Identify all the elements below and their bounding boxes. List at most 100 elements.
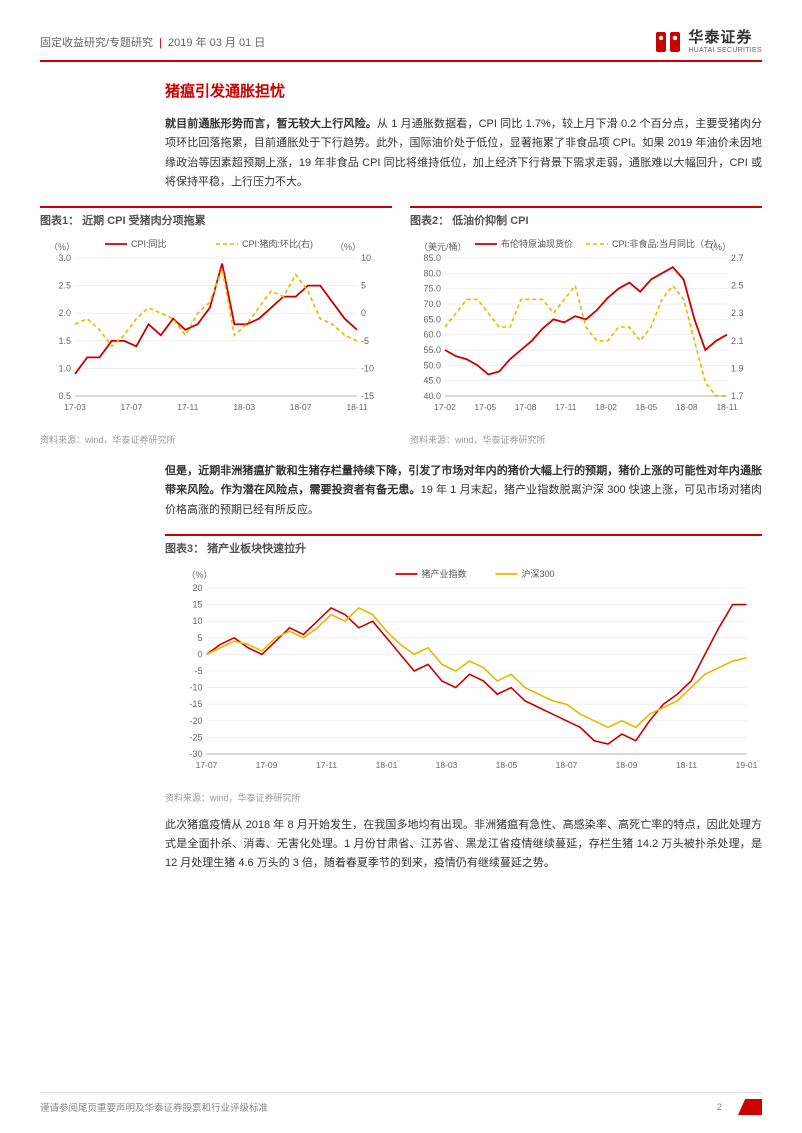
svg-text:70.0: 70.0 [423, 299, 441, 309]
svg-text:（%）: （%） [335, 242, 361, 252]
svg-text:17-02: 17-02 [434, 402, 456, 412]
svg-text:CPI:非食品:当月同比（右）: CPI:非食品:当月同比（右） [612, 238, 722, 249]
svg-text:19-01: 19-01 [736, 760, 758, 770]
svg-text:CPI:同比: CPI:同比 [131, 238, 167, 249]
svg-text:17-11: 17-11 [555, 402, 576, 412]
svg-text:-5: -5 [361, 336, 369, 346]
para1-lead: 就目前通胀形势而言，暂无较大上行风险。 [165, 118, 377, 130]
svg-text:17-07: 17-07 [121, 402, 143, 412]
footer-corner-decoration [738, 1099, 762, 1115]
svg-text:（%）: （%） [49, 242, 75, 252]
svg-text:17-11: 17-11 [177, 402, 198, 412]
svg-text:17-09: 17-09 [256, 760, 278, 770]
chart3-source: 资料来源：wind，华泰证券研究所 [165, 791, 762, 804]
svg-text:55.0: 55.0 [423, 345, 441, 355]
svg-text:-25: -25 [189, 732, 202, 742]
svg-text:0: 0 [361, 308, 366, 318]
svg-text:75.0: 75.0 [423, 284, 441, 294]
svg-text:1.9: 1.9 [731, 364, 744, 374]
svg-text:18-11: 18-11 [716, 402, 737, 412]
header-meta: 固定收益研究/专题研究 | 2019 年 03 月 01 日 [40, 34, 265, 50]
svg-text:2.3: 2.3 [731, 308, 744, 318]
page-number: 2 [717, 1102, 722, 1113]
svg-text:17-07: 17-07 [196, 760, 218, 770]
svg-text:17-03: 17-03 [64, 402, 86, 412]
svg-text:18-02: 18-02 [595, 402, 617, 412]
header-sep: | [159, 37, 162, 49]
doc-category: 固定收益研究/专题研究 [40, 37, 153, 49]
svg-text:18-07: 18-07 [556, 760, 578, 770]
chart3-svg: -30 -25 -20 -15 -10 -5 0 5 10 15 20 17-07 17-09 17-11… [165, 562, 762, 782]
svg-text:18-08: 18-08 [676, 402, 698, 412]
svg-text:18-11: 18-11 [346, 402, 367, 412]
svg-text:18-01: 18-01 [376, 760, 398, 770]
svg-text:-20: -20 [189, 716, 202, 726]
chart1-svg: 0.51.01.52.02.53.0-15-10-5051017-0317-07… [40, 234, 392, 424]
svg-text:沪深300: 沪深300 [522, 568, 555, 579]
svg-text:20: 20 [192, 583, 202, 593]
svg-text:0.5: 0.5 [58, 391, 71, 401]
svg-text:（%）: （%） [187, 570, 213, 580]
chart3-title: 图表3： 猪产业板块快速拉升 [165, 534, 762, 556]
chart1-title: 图表1： 近期 CPI 受猪肉分项拖累 [40, 206, 392, 228]
svg-text:-5: -5 [194, 666, 202, 676]
svg-text:18-07: 18-07 [290, 402, 312, 412]
svg-text:1.7: 1.7 [731, 391, 744, 401]
svg-text:17-05: 17-05 [474, 402, 496, 412]
footer-disclaimer: 谨请参阅尾页重要声明及华泰证券股票和行业评级标准 [40, 1100, 268, 1114]
svg-text:18-03: 18-03 [233, 402, 255, 412]
svg-text:2.1: 2.1 [731, 336, 744, 346]
chart1-cell: 图表1： 近期 CPI 受猪肉分项拖累 0.51.01.52.02.53.0-1… [40, 206, 392, 458]
svg-text:18-05: 18-05 [496, 760, 518, 770]
svg-text:65.0: 65.0 [423, 315, 441, 325]
chart1-source: 资料来源：wind，华泰证券研究所 [40, 433, 392, 446]
section-title: 猪瘟引发通胀担忧 [165, 80, 762, 101]
svg-text:2.5: 2.5 [731, 281, 744, 291]
svg-text:2.7: 2.7 [731, 253, 744, 263]
svg-text:18-03: 18-03 [436, 760, 458, 770]
svg-text:3.0: 3.0 [58, 253, 71, 263]
svg-text:-15: -15 [189, 699, 202, 709]
svg-text:45.0: 45.0 [423, 376, 441, 386]
svg-text:2.5: 2.5 [58, 281, 71, 291]
svg-text:15: 15 [192, 600, 202, 610]
svg-text:-10: -10 [189, 683, 202, 693]
page-footer: 谨请参阅尾页重要声明及华泰证券股票和行业评级标准 2 [40, 1092, 762, 1115]
svg-text:17-08: 17-08 [515, 402, 537, 412]
paragraph-1: 就目前通胀形势而言，暂无较大上行风险。从 1 月通胀数据看，CPI 同比 1.7… [165, 115, 762, 192]
chart2-title: 图表2： 低油价抑制 CPI [410, 206, 762, 228]
svg-text:5: 5 [361, 281, 366, 291]
svg-text:-10: -10 [361, 364, 374, 374]
svg-text:-30: -30 [189, 749, 202, 759]
page-header: 固定收益研究/专题研究 | 2019 年 03 月 01 日 华泰证券 HUAT… [40, 30, 762, 62]
chart2-svg: 40.0 45.0 50.0 55.0 60.0 65.0 70.0 75.0 80.0 85.0… [410, 234, 762, 424]
svg-text:85.0: 85.0 [423, 253, 441, 263]
svg-text:布伦特原油现货价: 布伦特原油现货价 [501, 238, 573, 249]
paragraph-3: 此次猪瘟疫情从 2018 年 8 月开始发生，在我国多地均有出现。非洲猪瘟有急性… [165, 816, 762, 874]
svg-text:CPI:猪肉:环比(右): CPI:猪肉:环比(右) [242, 238, 313, 249]
svg-text:0: 0 [197, 649, 202, 659]
svg-text:40.0: 40.0 [423, 391, 441, 401]
svg-text:60.0: 60.0 [423, 330, 441, 340]
svg-text:17-11: 17-11 [316, 760, 337, 770]
svg-text:1.0: 1.0 [58, 364, 71, 374]
svg-text:50.0: 50.0 [423, 361, 441, 371]
huatai-logo-icon [654, 30, 682, 54]
svg-text:18-05: 18-05 [636, 402, 658, 412]
svg-text:80.0: 80.0 [423, 269, 441, 279]
svg-text:18-09: 18-09 [616, 760, 638, 770]
svg-text:10: 10 [192, 616, 202, 626]
svg-text:1.5: 1.5 [58, 336, 71, 346]
doc-date: 2019 年 03 月 01 日 [168, 37, 265, 49]
svg-text:18-11: 18-11 [676, 760, 697, 770]
svg-text:猪产业指数: 猪产业指数 [422, 568, 467, 579]
chart2-cell: 图表2： 低油价抑制 CPI 40.0 45.0 50.0 55.0 60.0 65.0 7… [410, 206, 762, 458]
svg-text:10: 10 [361, 253, 371, 263]
brand-logo: 华泰证券 HUATAI SECURITIES [654, 30, 762, 54]
svg-text:-15: -15 [361, 391, 374, 401]
chart2-source: 资料来源：wind，华泰证券研究所 [410, 433, 762, 446]
svg-text:5: 5 [197, 633, 202, 643]
brand-name-en: HUATAI SECURITIES [688, 47, 762, 55]
brand-name-cn: 华泰证券 [688, 30, 762, 47]
paragraph-2: 但是，近期非洲猪瘟扩散和生猪存栏量持续下降，引发了市场对年内的猪价大幅上行的预期… [165, 462, 762, 520]
